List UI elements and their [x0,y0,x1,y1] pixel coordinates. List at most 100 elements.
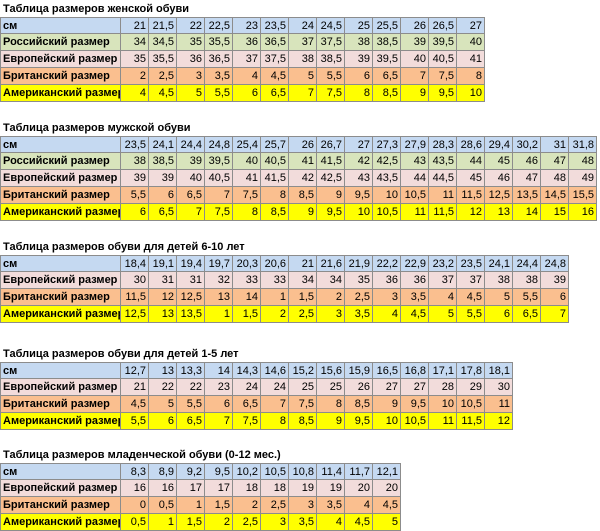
table-cell: 11,5 [121,289,149,306]
table-cell: 41 [457,51,485,68]
table-cell: 9 [317,413,345,430]
table-cell: 33 [233,272,261,289]
table-cell: 8 [233,204,261,221]
table-cell: 6 [541,289,569,306]
table-cell: 7,5 [205,204,233,221]
table-cell: 7,5 [233,413,261,430]
table-cell: 7,5 [233,187,261,204]
table-row: Российский размер 38 38,5 39 39,5 40 40,5 41 41,… [0,153,597,170]
table-cell: 5,5 [317,68,345,85]
table-row: см 23,5 24,1 24,4 24,8 25,4 25,7 26 26,7 27 27,3 27… [0,136,597,153]
table-cell: 13 [149,362,177,379]
table-cell: 35,5 [205,34,233,51]
table-cell: 12 [485,413,513,430]
table-cell: 39 [121,170,149,187]
table-cell: 9,5 [205,463,233,480]
table-cell: 33 [261,272,289,289]
table-cell: 21,6 [317,255,345,272]
table-title: Таблица размеров женской обуви [3,3,190,15]
table-cell: 8,5 [345,396,373,413]
table-cell: 38,5 [317,51,345,68]
table-cell: 0 [121,497,149,514]
table-cell: 2 [233,497,261,514]
table-cell: 26 [401,17,429,34]
table-cell: 7 [205,187,233,204]
table-cell: 36,5 [261,34,289,51]
table-cell: 3,5 [317,497,345,514]
table-cell: 47 [513,170,541,187]
table-cell: 8,5 [373,85,401,102]
table-cell: 1,5 [205,497,233,514]
table-cell: 9,5 [345,187,373,204]
table-cell: 5 [149,396,177,413]
table-cell: 35 [177,34,205,51]
table-cell: 10 [373,187,401,204]
table-cell: 23 [205,379,233,396]
row-label: Американский размер [0,413,121,430]
table-row: см 12,7 13 13,3 14 14,3 14,6 15,2 15,6 15,9 16,5 16… [0,362,513,379]
table-cell: 39,5 [429,34,457,51]
table-cell: 45 [485,153,513,170]
row-label: Британский размер [0,68,121,85]
table-cell: 8,5 [289,413,317,430]
table-cell: 13 [205,289,233,306]
table-cell: 12 [149,289,177,306]
table-cell: 19,4 [177,255,205,272]
table-cell: 12,5 [485,187,513,204]
table-cell: 4,5 [149,85,177,102]
table-cell: 4 [373,306,401,323]
table-cell: 41,5 [261,170,289,187]
table-cell: 43 [401,153,429,170]
table-cell: 38 [289,51,317,68]
table-cell: 22 [177,17,205,34]
table-cell: 6 [233,85,261,102]
table-cell: 9,5 [429,85,457,102]
row-label: Европейский размер [0,272,121,289]
table-cell: 11 [429,187,457,204]
table-cell: 10,2 [233,463,261,480]
table-cell: 13,3 [177,362,205,379]
table-cell: 10 [345,204,373,221]
table-cell: 24,1 [149,136,177,153]
row-label: Европейский размер [0,170,121,187]
table-cell: 5,5 [513,289,541,306]
table-cell: 17,1 [429,362,457,379]
table-cell: 41 [233,170,261,187]
table-cell: 11 [401,204,429,221]
table-cell: 18,4 [121,255,149,272]
table-cell: 9,5 [345,413,373,430]
table-cell: 22 [149,379,177,396]
table-row: Европейский размер 35 35,5 36 36,5 37 37,5 38 38… [0,51,485,68]
table-row: Европейский размер 21 22 22 23 24 24 25 25 26 27 27… [0,379,513,396]
table-cell: 7 [177,204,205,221]
table-cell: 39 [401,34,429,51]
table-cell: 23,5 [261,17,289,34]
table-cell: 22 [177,379,205,396]
table-cell: 6,5 [149,204,177,221]
table-cell: 8 [261,413,289,430]
table-cell: 2,5 [345,289,373,306]
table-cell: 7,5 [289,396,317,413]
table-cell: 38,5 [373,34,401,51]
table-cell: 19,7 [205,255,233,272]
table-cell: 25 [289,379,317,396]
table-cell: 14,5 [541,187,569,204]
table-cell: 29 [457,379,485,396]
table-cell: 3,5 [401,289,429,306]
table-cell: 11,7 [345,463,373,480]
table-cell: 9,2 [177,463,205,480]
table-cell: 40 [177,170,205,187]
table-cell: 14 [233,289,261,306]
table-row: Британский размер 2 2,5 3 3,5 4 4,5 5 5,5 6 6,5 7 7,… [0,68,485,85]
table-cell: 4 [345,497,373,514]
table-cell: 1 [261,289,289,306]
table-cell: 40,5 [261,153,289,170]
table-cell: 7,5 [317,85,345,102]
table-cell: 37,5 [261,51,289,68]
table-row: Британский размер 4,5 5 5,5 6 6,5 7 7,5 8 8,5 9 9,5… [0,396,513,413]
table-cell: 12,5 [121,306,149,323]
table-cell: 36 [373,272,401,289]
table-cell: 7,5 [429,68,457,85]
table-cell: 26 [289,136,317,153]
table-cell: 27,9 [401,136,429,153]
